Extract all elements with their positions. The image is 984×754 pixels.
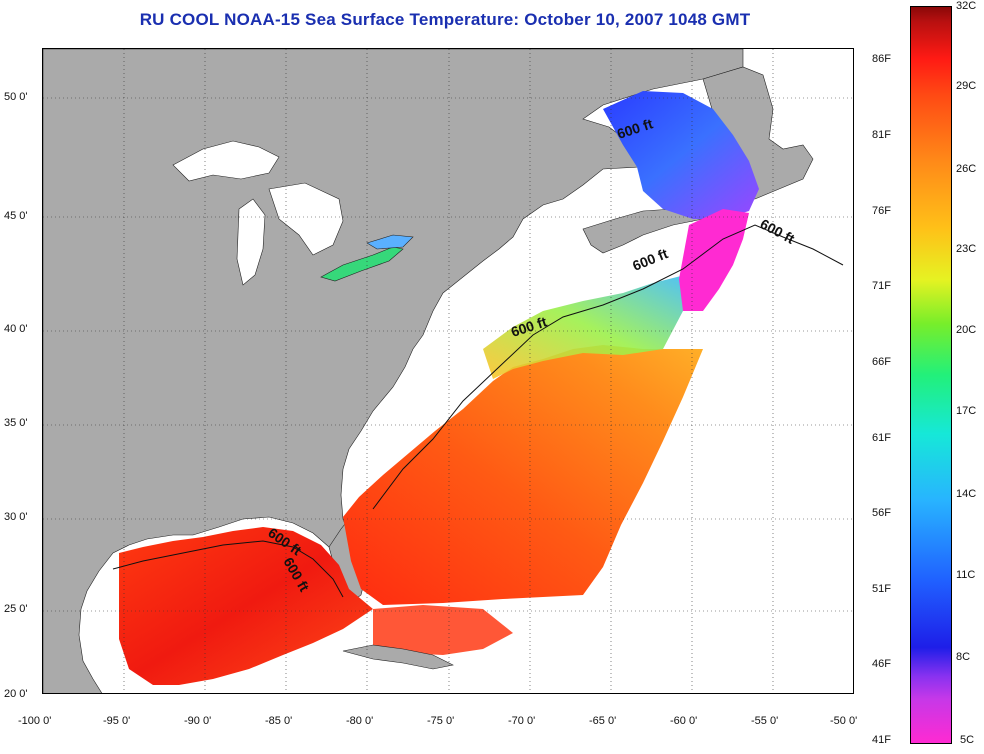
lon-tick-label: -65 0' [589,715,617,727]
colorbar-c-label: 32C [956,0,977,12]
colorbar-f-label: 81F [872,129,891,141]
lat-tick-label: 35 0' [4,417,28,429]
lon-tick-label: -60 0' [670,715,698,727]
lon-tick-label: -100 0' [18,715,52,727]
lon-tick-label: -95 0' [103,715,131,727]
lon-tick-label: -75 0' [427,715,455,727]
lake-superior [172,140,280,182]
colorbar-c-label: 8C [956,651,971,663]
land-north-america [43,49,744,693]
lat-tick-label: 20 0' [4,688,28,700]
lon-tick-label: -50 0' [830,715,858,727]
colorbar-f-label: 71F [872,280,891,292]
colorbar-c-label: 11C [956,569,976,581]
sst-shelf-water [483,273,693,379]
colorbar-f-label: 41F [872,734,891,746]
colorbar-c-label: 23C [956,243,977,255]
land-cuba [342,644,454,670]
colorbar-c-label: 26C [956,163,977,175]
colorbar-f-label: 61F [872,432,891,444]
sst-caribbean [373,605,513,655]
map-canvas: 600 ft 600 ft 600 ft 600 ft 600 ft 600 f… [43,49,853,693]
sst-map: 600 ft 600 ft 600 ft 600 ft 600 ft 600 f… [42,48,854,694]
colorbar-c-label: 20C [956,324,977,336]
colorbar-c-label: 17C [956,405,977,417]
depth-contour-600ft [112,224,844,598]
lat-tick-label: 45 0' [4,210,28,222]
lon-tick-label: -55 0' [751,715,779,727]
lat-tick-label: 50 0' [4,91,28,103]
colorbar-c-label: 29C [956,80,977,92]
temperature-colorbar [910,6,952,744]
colorbar-f-label: 66F [872,356,891,368]
lon-tick-label: -90 0' [184,715,212,727]
lat-tick-label: 25 0' [4,603,28,615]
sst-labrador-strip [679,209,749,311]
colorbar-c-label: 5C [960,734,975,746]
chart-title: RU COOL NOAA-15 Sea Surface Temperature:… [139,10,751,29]
lake-erie [320,246,404,282]
lake-ontario [366,234,414,250]
lon-tick-label: -70 0' [508,715,536,727]
colorbar-f-label: 56F [872,507,891,519]
lon-tick-label: -85 0' [265,715,293,727]
lake-michigan [236,198,266,286]
lake-huron [268,182,344,256]
sst-atlantic-swath [343,345,703,605]
map-grid [43,49,853,693]
lat-tick-label: 40 0' [4,323,28,335]
lon-tick-label: -80 0' [346,715,374,727]
colorbar-f-label: 51F [872,583,891,595]
colorbar-f-label: 76F [872,205,891,217]
lat-tick-label: 30 0' [4,511,28,523]
colorbar-f-label: 86F [872,53,891,65]
sst-gulf-st-lawrence [603,91,759,219]
colorbar-c-label: 14C [956,488,977,500]
colorbar-f-label: 46F [872,658,891,670]
sst-gulf-of-mexico [119,527,373,685]
